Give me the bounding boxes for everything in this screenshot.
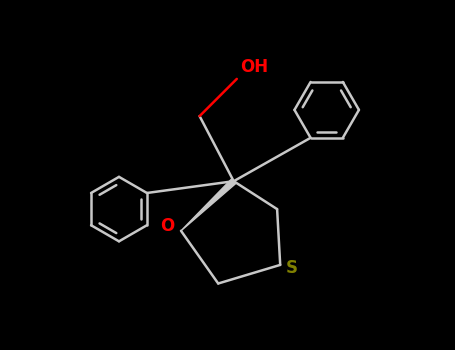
Text: OH: OH: [240, 58, 268, 76]
Polygon shape: [181, 179, 236, 231]
Text: S: S: [285, 259, 298, 277]
Text: O: O: [160, 217, 174, 235]
